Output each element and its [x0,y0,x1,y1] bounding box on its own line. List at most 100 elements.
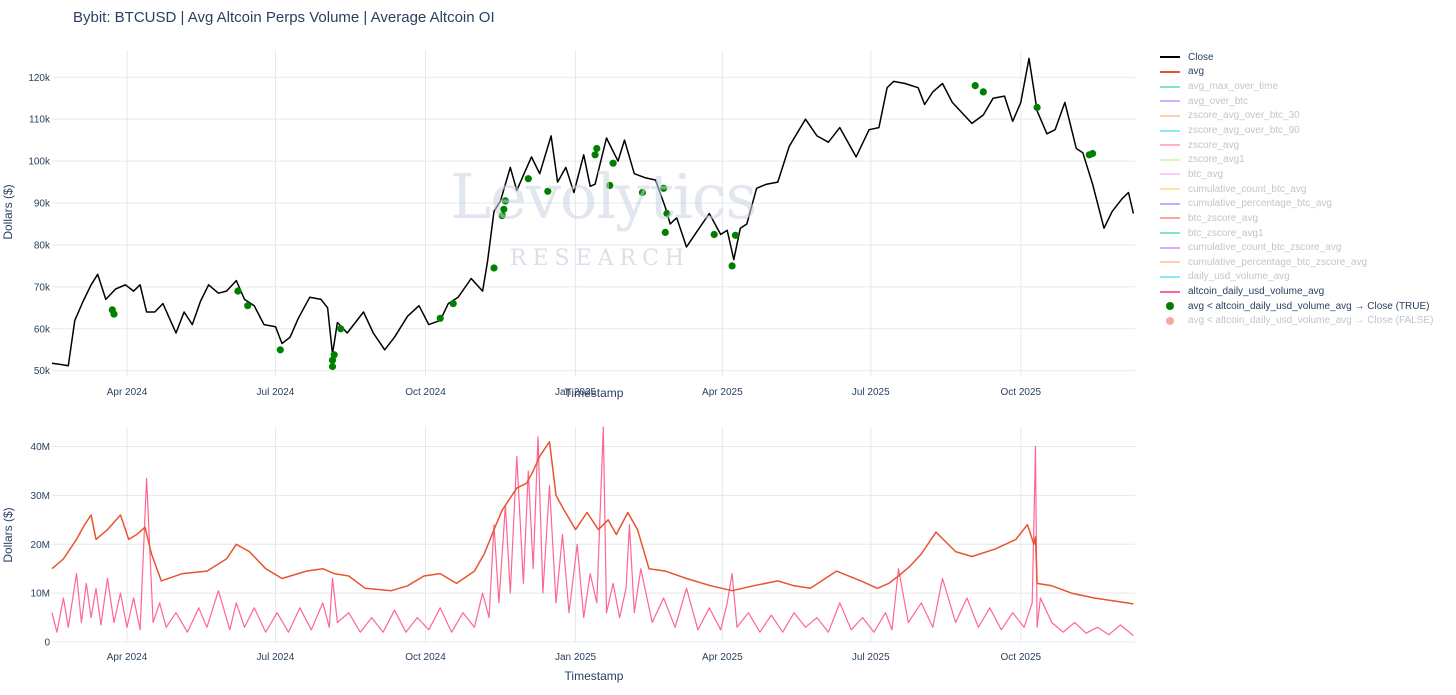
top-x-tick-label: Jan 2025 [555,387,597,398]
legend-line-swatch [1158,199,1182,209]
bottom-x-tick-label: Jul 2024 [257,652,295,663]
bottom-y-tick-label: 0 [44,638,50,649]
signal-marker-point[interactable] [330,351,338,359]
signal-marker-point[interactable] [606,181,614,189]
signal-marker-point[interactable] [337,325,345,333]
bottom-y-tick-label: 20M [31,540,50,551]
legend-item-label: cumulative_percentage_btc_zscore_avg [1188,256,1367,268]
legend-item-label: btc_zscore_avg [1188,212,1259,224]
legend-item[interactable]: btc_zscore_avg1 [1158,226,1454,241]
chart-canvas: Apr 2024 Jul 2024 Oct 2024 Jan 2025 Apr 2025… [1,50,1135,683]
signal-marker-point[interactable] [660,184,668,192]
signal-marker-point[interactable] [661,228,669,236]
legend-item[interactable]: cumulative_percentage_btc_zscore_avg [1158,255,1454,270]
legend-item-label: avg_max_over_time [1188,81,1279,93]
signal-marker-point[interactable] [328,362,337,371]
top-x-tick-label: Apr 2025 [702,387,743,398]
legend-item-label: daily_usd_volume_avg [1188,271,1290,283]
legend-item-label: avg [1188,66,1205,78]
bottom-x-tick-label: Apr 2025 [702,652,743,663]
legend-item[interactable]: zscore_avg1 [1158,152,1454,167]
legend-line-swatch [1158,243,1182,253]
legend-item[interactable]: zscore_avg [1158,138,1454,153]
bottom-panel-ticks: Apr 2024 Jul 2024 Oct 2024 Jan 2025 Apr 2025… [31,442,1042,663]
signal-marker-point[interactable] [971,82,979,90]
signal-marker-point[interactable] [498,212,506,220]
signal-marker-point[interactable] [638,188,647,197]
legend-marker-swatch [1158,316,1182,326]
legend-item[interactable]: cumulative_count_btc_avg [1158,182,1454,197]
top-x-tick-label: Apr 2024 [107,387,148,398]
top-y-tick-label: 70k [34,282,51,293]
legend-item[interactable]: cumulative_count_btc_zscore_avg [1158,240,1454,255]
top-panel-markers [108,82,1097,371]
signal-marker-point[interactable] [244,302,252,310]
legend-item[interactable]: avg [1158,65,1454,80]
legend-item[interactable]: cumulative_percentage_btc_avg [1158,196,1454,211]
legend-line-swatch [1158,272,1182,282]
legend-item-label: cumulative_count_btc_avg [1188,183,1307,195]
legend-item[interactable]: btc_avg [1158,167,1454,182]
signal-marker-point[interactable] [276,346,284,354]
bottom-y-tick-label: 10M [31,589,50,600]
legend-item[interactable]: zscore_avg_over_btc_90 [1158,123,1454,138]
bottom-y-tick-label: 30M [31,491,50,502]
legend-item[interactable]: daily_usd_volume_avg [1158,270,1454,285]
signal-marker-point[interactable] [500,205,508,213]
signal-marker-point[interactable] [524,175,532,183]
signal-marker-point[interactable] [436,314,444,322]
signal-marker-point[interactable] [731,231,740,239]
legend-item[interactable]: zscore_avg_over_btc_30 [1158,109,1454,124]
signal-marker-point[interactable] [490,264,498,272]
legend-item[interactable]: avg < altcoin_daily_usd_volume_avg → Clo… [1158,314,1454,329]
legend-item-label: btc_avg [1188,168,1224,180]
signal-marker-point[interactable] [544,187,552,195]
legend-item-label: zscore_avg_over_btc_90 [1188,125,1300,137]
legend-line-swatch [1158,82,1182,92]
signal-marker-point[interactable] [234,287,242,295]
top-y-tick-label: 80k [34,240,51,251]
top-y-tick-label: 110k [29,115,51,126]
altcoin-volume-series-line [51,426,1134,637]
bottom-x-axis-title: Timestamp [565,669,624,683]
signal-marker-point[interactable] [1033,103,1041,111]
signal-marker-point[interactable] [609,159,617,167]
legend-item[interactable]: btc_zscore_avg [1158,211,1454,226]
legend-line-swatch [1158,126,1182,136]
legend-item-label: avg < altcoin_daily_usd_volume_avg → Clo… [1188,300,1430,312]
signal-marker-point[interactable] [1089,149,1097,158]
legend-item[interactable]: altcoin_daily_usd_volume_avg [1158,284,1454,299]
signal-marker-point[interactable] [663,209,671,218]
signal-marker-point[interactable] [501,197,509,205]
top-x-axis-title: Timestamp [565,386,624,400]
signal-marker-point[interactable] [710,230,718,239]
legend-line-swatch [1158,52,1182,62]
legend-line-swatch [1158,169,1182,179]
signal-marker-point[interactable] [328,356,337,364]
legend-item[interactable]: avg_over_btc [1158,94,1454,109]
top-y-tick-label: 120k [28,73,51,84]
legend-line-swatch [1158,96,1182,106]
bottom-y-axis-title: Dollars ($) [1,507,15,562]
signal-marker-point[interactable] [728,262,736,270]
top-y-tick-label: 100k [28,157,51,168]
legend-item-label: avg_over_btc [1188,95,1249,107]
top-panel-series [51,57,1135,367]
legend-item[interactable]: avg_max_over_time [1158,79,1454,94]
signal-marker-point[interactable] [591,151,599,159]
bottom-x-tick-label: Jul 2025 [852,652,890,663]
legend-line-swatch [1158,140,1182,150]
top-x-tick-label: Oct 2024 [405,387,446,398]
legend-item[interactable]: avg < altcoin_daily_usd_volume_avg → Clo… [1158,299,1454,314]
signal-marker-point[interactable] [110,310,118,318]
signal-marker-point[interactable] [979,88,987,96]
legend-item-label: altcoin_daily_usd_volume_avg [1188,286,1325,298]
legend-line-swatch [1158,287,1182,297]
legend-marker-swatch [1158,301,1182,311]
signal-marker-point[interactable] [449,300,457,308]
signal-marker-point[interactable] [593,144,601,153]
top-x-tick-label: Oct 2025 [1001,387,1042,398]
legend-item[interactable]: Close [1158,50,1454,65]
top-y-tick-label: 50k [34,366,51,377]
